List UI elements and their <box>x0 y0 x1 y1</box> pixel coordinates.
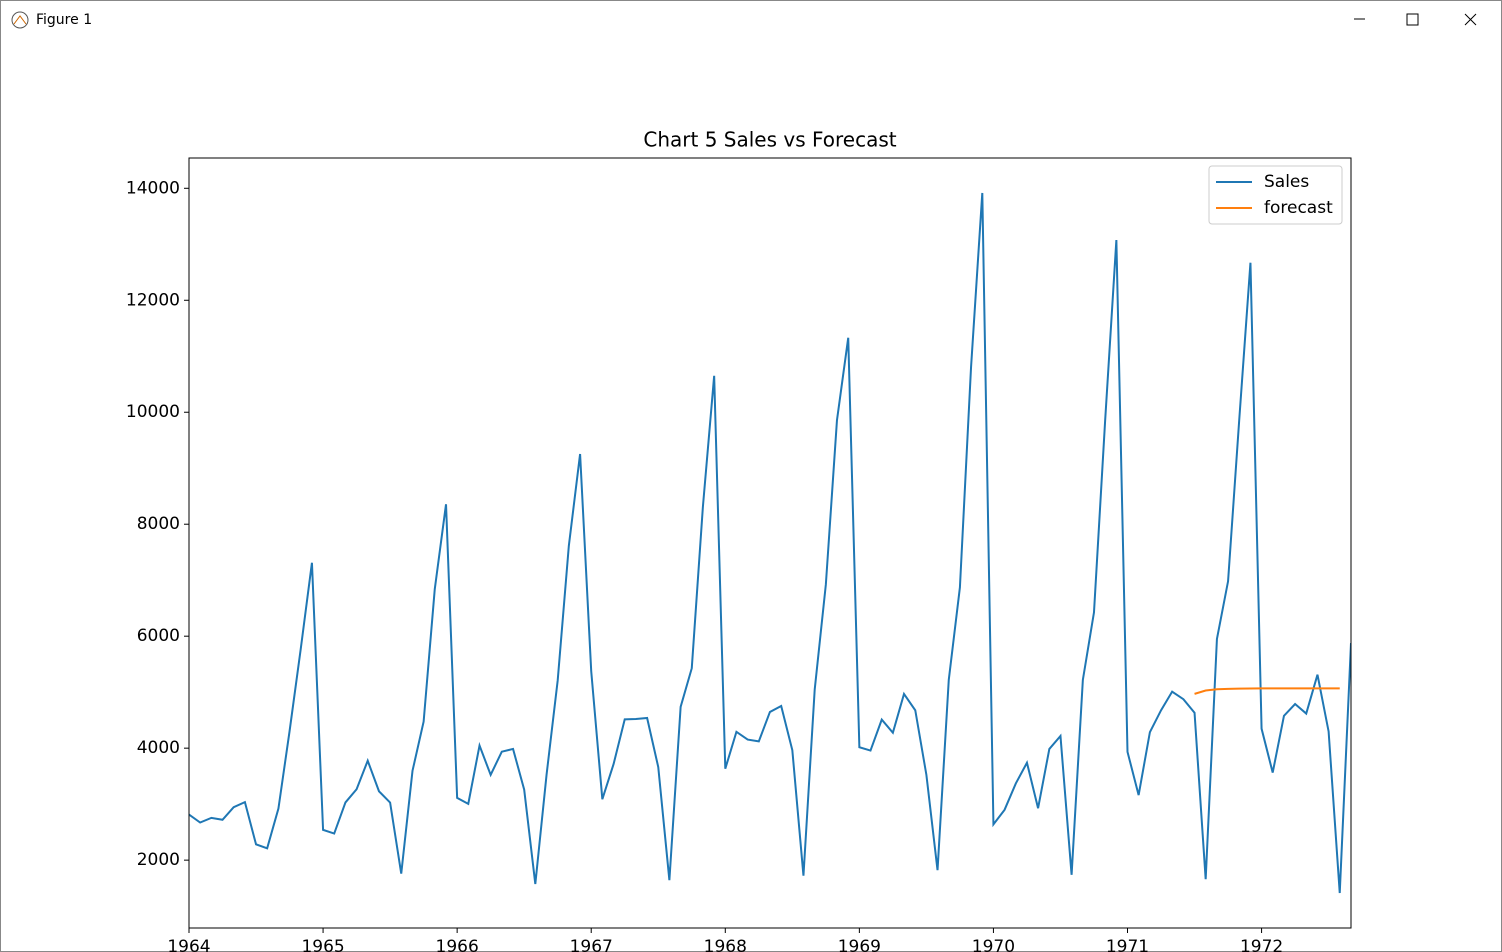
y-tick-label: 14000 <box>126 178 180 198</box>
window-title: Figure 1 <box>36 12 93 28</box>
x-tick-label: 1966 <box>436 937 479 952</box>
x-tick-label: 1972 <box>1240 937 1283 952</box>
x-tick-label: 1967 <box>570 937 613 952</box>
legend-label: Sales <box>1264 172 1309 192</box>
y-tick-label: 12000 <box>126 290 180 310</box>
x-tick-label: 1968 <box>704 937 747 952</box>
legend <box>1208 165 1343 225</box>
app-icon <box>11 11 29 29</box>
line <box>189 192 1351 894</box>
y-tick-label: 10000 <box>126 402 180 422</box>
y-tick-label: 8000 <box>137 514 180 534</box>
window-controls[interactable] <box>1341 1 1501 39</box>
y-tick-label: 2000 <box>137 850 180 870</box>
x-tick-label: 1970 <box>972 937 1015 952</box>
y-tick-label: 6000 <box>137 626 180 646</box>
legend-label: forecast <box>1264 198 1333 218</box>
plot-frame <box>188 157 1352 929</box>
y-tick-label: 4000 <box>137 738 180 758</box>
maximize[interactable] <box>1406 13 1419 26</box>
x-tick-label: 1969 <box>838 937 881 952</box>
chart-title: Chart 5 Sales vs Forecast <box>643 128 896 152</box>
line <box>1194 687 1340 695</box>
x-tick-label: 1965 <box>301 937 344 952</box>
x-tick-label: 1971 <box>1106 937 1149 952</box>
x-tick-label: 1964 <box>167 937 210 952</box>
title-bar: Figure 1 <box>1 1 1501 39</box>
close[interactable] <box>1464 13 1477 26</box>
